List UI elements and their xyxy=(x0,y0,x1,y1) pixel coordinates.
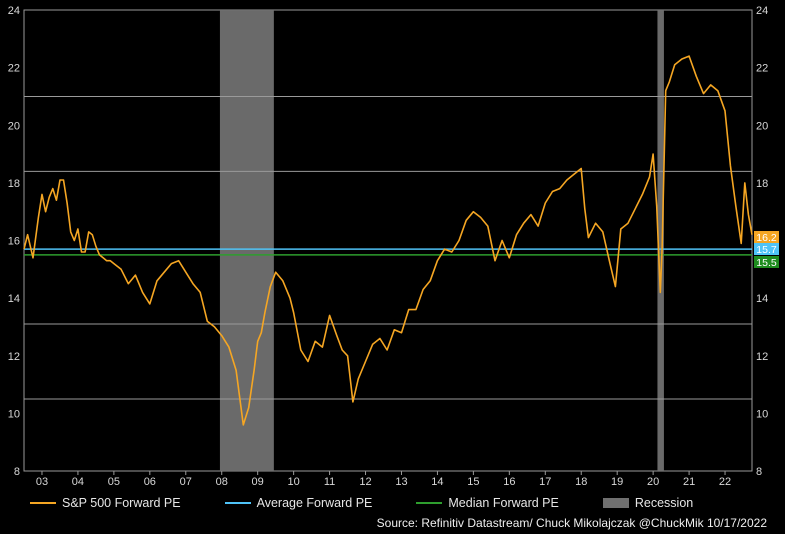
y-tick-left-16: 16 xyxy=(8,236,20,248)
x-tick-13: 13 xyxy=(395,476,407,488)
end-label-1: 15.7 xyxy=(756,244,777,256)
y-tick-right-18: 18 xyxy=(756,178,768,190)
legend-item-average: Average Forward PE xyxy=(224,496,373,510)
x-tick-20: 20 xyxy=(647,476,659,488)
x-tick-19: 19 xyxy=(611,476,623,488)
legend-swatch-sp500 xyxy=(30,502,56,504)
recession-band-0 xyxy=(219,10,274,471)
x-tick-17: 17 xyxy=(539,476,551,488)
legend-label-sp500: S&P 500 Forward PE xyxy=(62,496,181,510)
legend-item-recession: Recession xyxy=(602,496,694,510)
x-tick-07: 07 xyxy=(180,476,192,488)
legend-item-median: Median Forward PE xyxy=(416,496,559,510)
x-tick-05: 05 xyxy=(108,476,120,488)
x-tick-16: 16 xyxy=(503,476,515,488)
y-tick-right-10: 10 xyxy=(756,408,768,420)
x-tick-04: 04 xyxy=(72,476,84,488)
legend-swatch-recession xyxy=(602,498,629,508)
end-label-0: 16.2 xyxy=(756,232,777,244)
source-note: Source: Refinitiv Datastream/ Chuck Miko… xyxy=(376,516,767,530)
end-label-2: 15.5 xyxy=(756,257,777,269)
x-tick-08: 08 xyxy=(216,476,228,488)
y-tick-left-20: 20 xyxy=(8,120,20,132)
x-tick-15: 15 xyxy=(467,476,479,488)
legend-label-average: Average Forward PE xyxy=(256,496,373,510)
y-tick-right-14: 14 xyxy=(756,293,768,305)
y-tick-right-24: 24 xyxy=(756,5,768,17)
y-tick-left-22: 22 xyxy=(8,63,20,75)
x-tick-12: 12 xyxy=(359,476,371,488)
y-tick-right-12: 12 xyxy=(756,351,768,363)
legend: S&P 500 Forward PE Average Forward PE Me… xyxy=(30,496,737,510)
y-tick-left-8: 8 xyxy=(14,466,20,478)
y-tick-left-14: 14 xyxy=(8,293,20,305)
x-tick-18: 18 xyxy=(575,476,587,488)
y-tick-right-22: 22 xyxy=(756,63,768,75)
y-tick-right-20: 20 xyxy=(756,120,768,132)
y-tick-left-10: 10 xyxy=(8,408,20,420)
legend-label-recession: Recession xyxy=(634,496,694,510)
x-tick-09: 09 xyxy=(252,476,264,488)
x-tick-21: 21 xyxy=(683,476,695,488)
x-tick-22: 22 xyxy=(719,476,731,488)
end-label-box-1 xyxy=(754,243,779,255)
plot-frame xyxy=(23,9,753,472)
y-tick-left-18: 18 xyxy=(8,178,20,190)
legend-label-median: Median Forward PE xyxy=(448,496,559,510)
y-tick-left-24: 24 xyxy=(8,5,20,17)
legend-swatch-average xyxy=(224,502,251,504)
legend-item-sp500: S&P 500 Forward PE xyxy=(30,496,181,510)
end-label-box-0 xyxy=(754,231,779,243)
x-tick-03: 03 xyxy=(36,476,48,488)
x-tick-14: 14 xyxy=(431,476,443,488)
recession-band-1 xyxy=(657,10,664,471)
end-label-box-2 xyxy=(754,256,779,268)
x-tick-10: 10 xyxy=(288,476,300,488)
sp500-line xyxy=(23,55,753,426)
y-tick-right-8: 8 xyxy=(756,466,762,478)
y-tick-left-12: 12 xyxy=(8,351,20,363)
x-tick-06: 06 xyxy=(144,476,156,488)
legend-swatch-median xyxy=(416,502,443,504)
x-tick-11: 11 xyxy=(324,476,335,488)
